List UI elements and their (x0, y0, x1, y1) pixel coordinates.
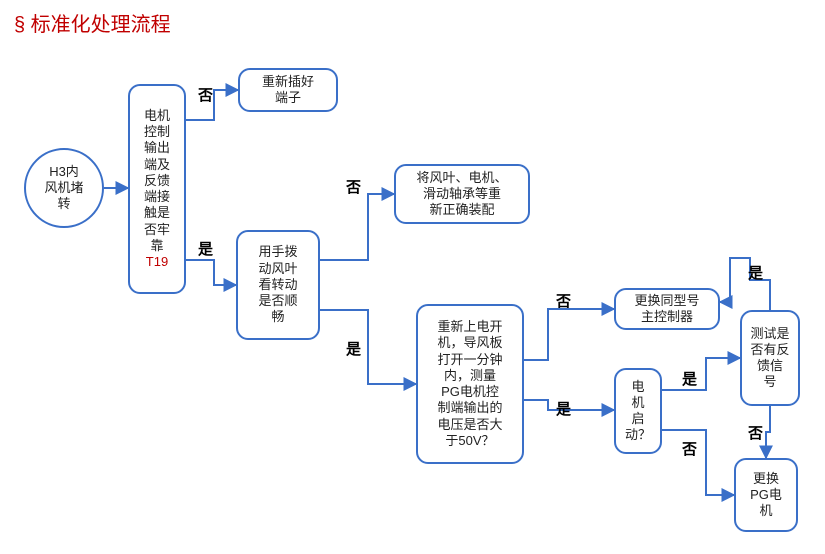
edge-motoron-replpg (662, 430, 734, 495)
edge-spin-volt50 (320, 310, 416, 384)
edge-motoron-feedback (662, 358, 740, 390)
node-volt50: 重新上电开机，导风板打开一分钟内，测量PG电机控制端输出的电压是否大于50V？ (416, 304, 524, 464)
edge-label-spin-volt50: 是 (346, 338, 361, 359)
node-contact: 电机控制输出端及反馈端接触是否牢靠T19 (128, 84, 186, 294)
edge-spin-reassy (320, 194, 394, 260)
edge-label-contact-replug: 否 (198, 84, 213, 105)
edge-label-contact-spin: 是 (198, 238, 213, 259)
node-start: H3内风机堵转 (24, 148, 104, 228)
edge-label-motoron-feedback: 是 (682, 368, 697, 389)
node-feedback: 测试是否有反馈信号 (740, 310, 800, 406)
edge-label-spin-reassy: 否 (346, 176, 361, 197)
edge-label-motoron-replpg: 否 (682, 438, 697, 459)
node-replmain: 更换同型号主控制器 (614, 288, 720, 330)
connectors-layer (0, 0, 825, 554)
node-spin: 用手拨动风叶看转动是否顺畅 (236, 230, 320, 340)
page-title: § 标准化处理流程 (14, 8, 171, 37)
node-replug: 重新插好端子 (238, 68, 338, 112)
node-motoron: 电机启动？ (614, 368, 662, 454)
edge-feedback-replpg (766, 406, 770, 458)
edge-volt50-replmain (524, 309, 614, 360)
edge-label-volt50-motoron: 是 (556, 398, 571, 419)
edge-label-feedback-replpg: 否 (748, 422, 763, 443)
edge-label-feedback-replmain: 是 (748, 262, 763, 283)
edge-contact-spin (186, 260, 236, 285)
node-reassy: 将风叶、电机、滑动轴承等重新正确装配 (394, 164, 530, 224)
edge-label-volt50-replmain: 否 (556, 290, 571, 311)
node-replpg: 更换PG电机 (734, 458, 798, 532)
